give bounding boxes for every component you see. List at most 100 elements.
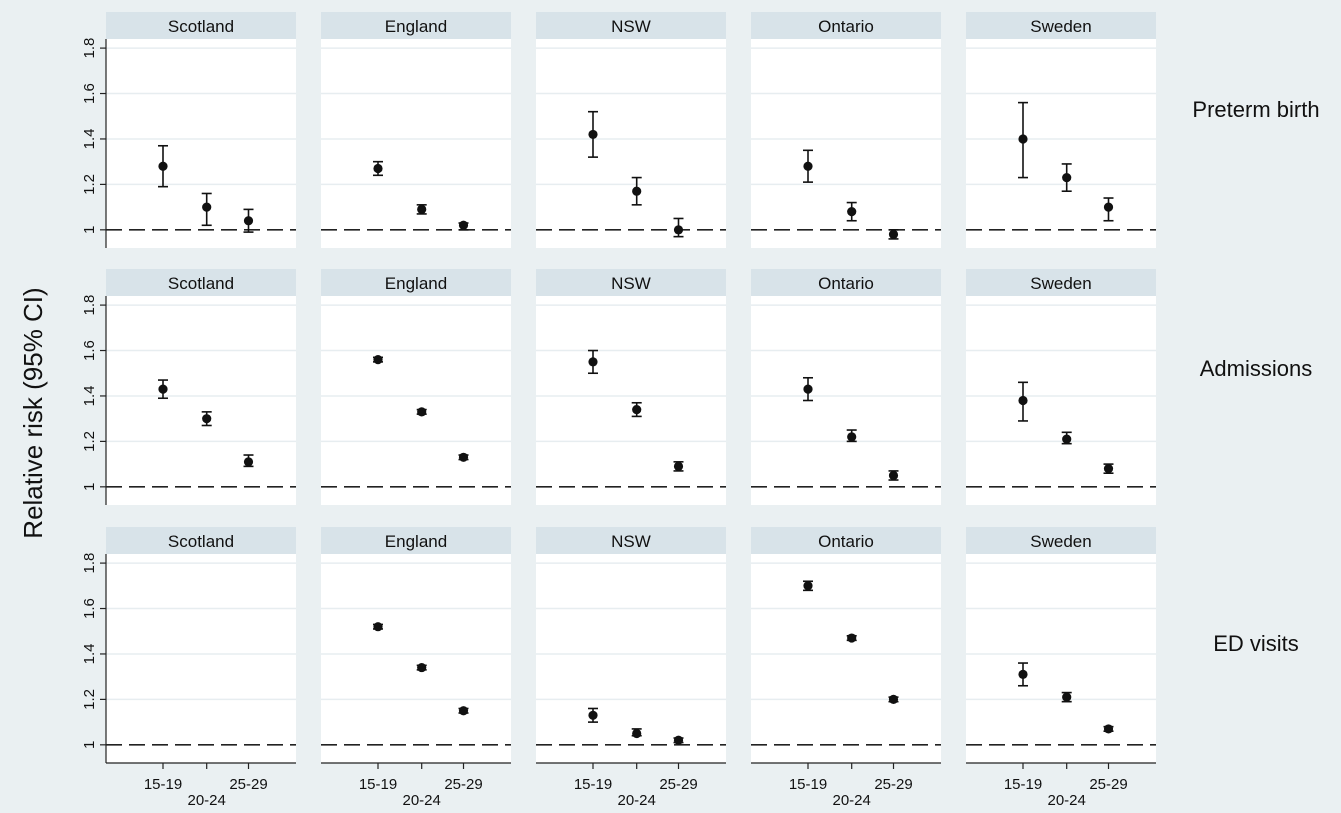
y-tick-label-1-3: 1.6 [81,340,98,361]
plot-area-1-1 [321,296,511,505]
y-tick-label-0-0: 1 [81,226,98,234]
strip-0-2 [536,12,726,39]
data-point-2-1-2 [458,706,469,716]
strip-1-0 [106,269,296,296]
strip-label-1-4: Sweden [1030,274,1091,293]
data-point-1-1-0 [373,355,383,365]
plot-area-2-4 [966,554,1156,763]
y-tick-label-0-3: 1.6 [81,83,98,104]
data-point-2-1-1 [417,662,427,673]
plot-area-2-3 [751,554,941,763]
data-point-1-3-1 [847,432,857,442]
plot-area-1-3 [751,296,941,505]
data-point-1-2-2 [673,461,684,471]
x-tick-label-0-1: 20-24 [188,792,226,809]
y-tick-label-2-0: 1 [81,741,98,749]
y-tick-label-2-1: 1.2 [81,689,98,710]
x-tick-label-4-2: 25-29 [1089,776,1127,793]
plot-area-1-4 [966,296,1156,505]
y-tick-label-0-4: 1.8 [81,38,98,59]
strip-1-2 [536,269,726,296]
x-tick-label-0-0: 15-19 [144,776,182,793]
x-tick-label-1-0: 15-19 [359,776,397,793]
x-tick-label-1-1: 20-24 [403,792,441,809]
data-point-0-2-1 [632,186,642,196]
strip-label-1-3: Ontario [818,274,874,293]
row-label-2: ED visits [1213,631,1299,656]
data-point-2-4-1 [1062,692,1072,702]
y-tick-label-0-1: 1.2 [81,174,98,195]
data-point-0-2-2 [673,225,684,235]
strip-label-0-1: England [385,17,447,36]
data-point-0-3-2 [888,229,899,239]
x-tick-label-2-1: 20-24 [618,792,656,809]
strip-label-0-4: Sweden [1030,17,1091,36]
strip-label-2-4: Sweden [1030,532,1091,551]
y-tick-label-0-2: 1.4 [81,129,98,150]
strip-label-0-0: Scotland [168,17,234,36]
x-tick-label-2-2: 25-29 [659,776,697,793]
data-point-1-2-0 [588,357,598,367]
data-point-2-4-0 [1018,669,1028,680]
row-label-1: Admissions [1200,356,1312,381]
y-axis-title: Relative risk (95% CI) [18,287,48,538]
strip-2-0 [106,527,296,554]
data-point-2-2-1 [632,728,642,739]
y-tick-label-1-4: 1.8 [81,295,98,316]
strip-1-3 [751,269,941,296]
strip-2-1 [321,527,511,554]
x-tick-label-4-0: 15-19 [1004,776,1042,793]
plot-area-0-3 [751,39,941,248]
x-tick-label-0-2: 25-29 [229,776,267,793]
data-point-1-0-2 [243,457,254,467]
strip-label-0-3: Ontario [818,17,874,36]
strip-0-4 [966,12,1156,39]
strip-label-1-1: England [385,274,447,293]
strip-label-1-0: Scotland [168,274,234,293]
data-point-1-3-0 [803,384,813,394]
strip-1-4 [966,269,1156,296]
strip-label-2-0: Scotland [168,532,234,551]
data-point-1-1-1 [417,407,427,417]
y-tick-label-2-2: 1.4 [81,644,98,665]
strip-label-0-2: NSW [611,17,651,36]
x-tick-label-1-2: 25-29 [444,776,482,793]
data-point-0-4-2 [1103,202,1114,212]
data-point-2-3-1 [847,633,857,643]
data-point-2-3-2 [888,694,899,704]
row-label-0: Preterm birth [1192,97,1319,122]
data-point-0-2-0 [588,129,598,140]
plot-area-1-2 [536,296,726,505]
x-tick-label-3-1: 20-24 [833,792,871,809]
x-tick-label-3-2: 25-29 [874,776,912,793]
y-tick-label-1-0: 1 [81,483,98,491]
data-point-1-4-2 [1103,464,1114,474]
data-point-0-1-0 [373,163,383,174]
plot-area-2-2 [536,554,726,763]
data-point-1-4-0 [1018,395,1028,406]
data-point-0-0-2 [243,216,254,226]
plot-area-0-0 [106,39,296,248]
data-point-1-0-1 [202,414,212,424]
y-tick-label-2-4: 1.8 [81,553,98,574]
data-point-1-3-2 [888,470,899,481]
data-point-0-0-1 [202,202,212,212]
strip-label-2-3: Ontario [818,532,874,551]
data-point-2-2-0 [588,710,598,720]
y-tick-label-1-2: 1.4 [81,386,98,407]
strip-1-1 [321,269,511,296]
plot-area-2-1 [321,554,511,763]
data-point-0-4-1 [1062,172,1072,183]
data-point-0-4-0 [1018,134,1028,144]
strip-label-2-1: England [385,532,447,551]
strip-0-0 [106,12,296,39]
plot-area-0-4 [966,39,1156,248]
plot-area-1-0 [106,296,296,505]
data-point-1-0-0 [158,384,168,394]
strip-label-2-2: NSW [611,532,651,551]
strip-0-1 [321,12,511,39]
data-point-0-3-0 [803,161,813,171]
strip-2-4 [966,527,1156,554]
data-point-2-2-2 [673,735,684,745]
